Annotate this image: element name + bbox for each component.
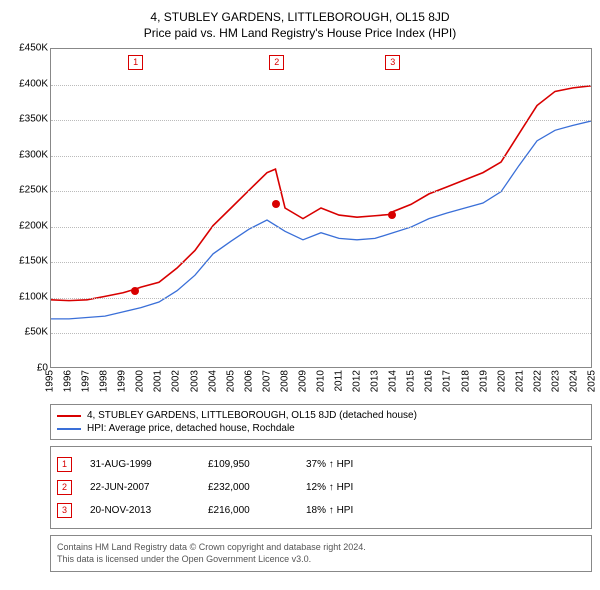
sale-dot <box>388 211 396 219</box>
x-tick-label: 2017 <box>442 370 453 392</box>
x-tick-label: 2023 <box>550 370 561 392</box>
x-tick-label: 1999 <box>117 370 128 392</box>
sale-price: £216,000 <box>208 505 288 516</box>
x-tick-label: 2021 <box>514 370 525 392</box>
x-tick-label: 2014 <box>388 370 399 392</box>
chart-title: 4, STUBLEY GARDENS, LITTLEBOROUGH, OL15 … <box>8 10 592 24</box>
attribution-line: This data is licensed under the Open Gov… <box>57 554 585 566</box>
x-tick-label: 2003 <box>189 370 200 392</box>
sale-marker: 1 <box>57 457 72 472</box>
x-tick-label: 2013 <box>370 370 381 392</box>
gridline <box>51 262 591 263</box>
x-tick-label: 1998 <box>99 370 110 392</box>
gridline <box>51 227 591 228</box>
y-tick-label: £350K <box>19 114 48 125</box>
x-tick-label: 2002 <box>171 370 182 392</box>
sale-date: 22-JUN-2007 <box>90 482 190 493</box>
x-tick-label: 2018 <box>460 370 471 392</box>
y-tick-label: £200K <box>19 220 48 231</box>
legend-label: 4, STUBLEY GARDENS, LITTLEBOROUGH, OL15 … <box>87 410 417 421</box>
legend-swatch <box>57 415 81 417</box>
x-tick-label: 2005 <box>225 370 236 392</box>
x-tick-label: 2019 <box>478 370 489 392</box>
x-tick-label: 2004 <box>207 370 218 392</box>
gridline <box>51 191 591 192</box>
y-tick-label: £450K <box>19 43 48 54</box>
x-tick-label: 1995 <box>45 370 56 392</box>
x-tick-label: 2011 <box>334 370 345 392</box>
sale-marker: 2 <box>269 55 284 70</box>
sale-marker: 3 <box>57 503 72 518</box>
x-tick-label: 2024 <box>568 370 579 392</box>
sale-row: 2 22-JUN-2007 £232,000 12% ↑ HPI <box>57 476 585 499</box>
x-tick-label: 2000 <box>135 370 146 392</box>
y-tick-label: £250K <box>19 185 48 196</box>
plot-area: 1 2 3 <box>50 48 592 368</box>
sale-marker: 2 <box>57 480 72 495</box>
legend-label: HPI: Average price, detached house, Roch… <box>87 423 295 434</box>
legend-item: 4, STUBLEY GARDENS, LITTLEBOROUGH, OL15 … <box>57 409 585 422</box>
sale-diff: 12% ↑ HPI <box>306 482 585 493</box>
sale-row: 3 20-NOV-2013 £216,000 18% ↑ HPI <box>57 499 585 522</box>
x-tick-label: 2009 <box>297 370 308 392</box>
x-tick-label: 2015 <box>406 370 417 392</box>
y-tick-label: £150K <box>19 256 48 267</box>
attribution: Contains HM Land Registry data © Crown c… <box>50 535 592 572</box>
x-tick-label: 2001 <box>153 370 164 392</box>
attribution-line: Contains HM Land Registry data © Crown c… <box>57 542 585 554</box>
sale-price: £232,000 <box>208 482 288 493</box>
y-tick-label: £50K <box>25 327 48 338</box>
x-tick-label: 1996 <box>63 370 74 392</box>
sale-date: 20-NOV-2013 <box>90 505 190 516</box>
x-tick-label: 2007 <box>261 370 272 392</box>
sale-price: £109,950 <box>208 459 288 470</box>
x-tick-label: 2006 <box>243 370 254 392</box>
y-tick-label: £100K <box>19 291 48 302</box>
chart: £0£50K£100K£150K£200K£250K£300K£350K£400… <box>8 48 592 398</box>
sale-marker: 1 <box>128 55 143 70</box>
y-tick-label: £400K <box>19 78 48 89</box>
x-axis: 1995199619971998199920002001200220032004… <box>50 368 592 398</box>
x-tick-label: 2016 <box>424 370 435 392</box>
x-tick-label: 2008 <box>279 370 290 392</box>
gridline <box>51 120 591 121</box>
chart-subtitle: Price paid vs. HM Land Registry's House … <box>8 26 592 40</box>
legend-swatch <box>57 428 81 430</box>
x-tick-label: 1997 <box>81 370 92 392</box>
series-line <box>51 86 591 301</box>
sale-diff: 37% ↑ HPI <box>306 459 585 470</box>
x-tick-label: 2010 <box>316 370 327 392</box>
sale-marker: 3 <box>385 55 400 70</box>
y-tick-label: £300K <box>19 149 48 160</box>
sale-diff: 18% ↑ HPI <box>306 505 585 516</box>
y-axis: £0£50K£100K£150K£200K£250K£300K£350K£400… <box>8 48 50 368</box>
legend: 4, STUBLEY GARDENS, LITTLEBOROUGH, OL15 … <box>50 404 592 440</box>
sales-table: 1 31-AUG-1999 £109,950 37% ↑ HPI 2 22-JUN-200… <box>50 446 592 529</box>
sale-dot <box>272 200 280 208</box>
sale-dot <box>131 287 139 295</box>
x-tick-label: 2025 <box>587 370 598 392</box>
x-tick-label: 2020 <box>496 370 507 392</box>
chart-lines <box>51 49 591 367</box>
sale-date: 31-AUG-1999 <box>90 459 190 470</box>
sale-row: 1 31-AUG-1999 £109,950 37% ↑ HPI <box>57 453 585 476</box>
gridline <box>51 333 591 334</box>
x-tick-label: 2022 <box>532 370 543 392</box>
gridline <box>51 85 591 86</box>
gridline <box>51 298 591 299</box>
legend-item: HPI: Average price, detached house, Roch… <box>57 422 585 435</box>
x-tick-label: 2012 <box>352 370 363 392</box>
gridline <box>51 156 591 157</box>
